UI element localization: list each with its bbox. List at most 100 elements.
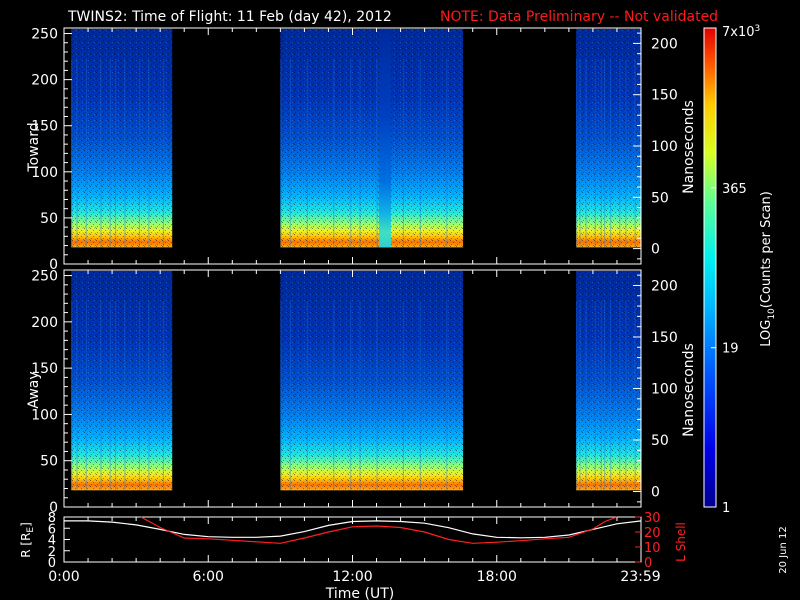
spectrogram-streak	[350, 58, 352, 248]
spectrogram-streak	[162, 58, 165, 248]
spectrogram-streak	[124, 300, 126, 491]
y-tick-label: 6	[48, 522, 56, 537]
y2-tick-label: 150	[651, 88, 678, 104]
x-tick-label: 12:00	[332, 569, 372, 585]
spectrogram-streak	[100, 300, 102, 491]
spectrogram-streak	[289, 300, 291, 491]
spectrogram-noise	[71, 28, 173, 248]
y2-tick-label: 150	[651, 330, 678, 346]
y-tick-label: 0	[48, 556, 56, 571]
spectrogram-noise	[576, 28, 641, 248]
spectrogram-streak	[619, 58, 621, 248]
spectrogram-streak	[600, 300, 602, 491]
spectrogram-streak	[280, 58, 282, 248]
y2-tick-label: 30	[644, 511, 661, 526]
spectrogram-streak	[359, 58, 361, 248]
y2-tick-label: 0	[651, 242, 660, 258]
spectrogram-streak	[280, 300, 282, 491]
x-tick-label: 0:00	[48, 569, 79, 585]
orbit-ylabel: R [RE]	[19, 522, 36, 558]
spectrogram-streak	[85, 58, 87, 248]
away-ylabel: Away	[26, 371, 42, 408]
data-note: NOTE: Data Preliminary -- Not validated	[440, 9, 718, 25]
spectrogram-streak	[114, 58, 117, 248]
y2-tick-label: 200	[651, 278, 678, 294]
y2-tick-label: 0	[651, 485, 660, 501]
spectrogram-streak	[85, 300, 87, 491]
toward-ylabel: Toward	[26, 122, 42, 172]
colorbar-tick-label: 7x103	[722, 24, 760, 40]
y-tick-label: 100	[31, 407, 58, 423]
l-shell-line	[140, 516, 618, 544]
colorbar: 1 19 365 7x103	[703, 24, 760, 516]
orbit-y2label: L Shell	[674, 522, 688, 562]
spectrogram-streak	[100, 58, 102, 248]
spectrogram-streak	[419, 300, 421, 491]
spectrogram-streak	[625, 300, 627, 491]
y-tick-label: 50	[40, 211, 58, 227]
spectrogram-streak	[619, 300, 621, 491]
y-tick-label: 200	[31, 73, 58, 89]
spectrogram-streak	[376, 300, 378, 491]
y2-tick-label: 10	[644, 541, 661, 556]
y-tick-label: 150	[31, 119, 58, 135]
spectrogram-streak	[609, 300, 612, 491]
low-count-region	[378, 28, 391, 248]
spectrogram-noise	[576, 270, 641, 491]
spectrogram-noise	[71, 270, 173, 491]
colorbar-tick-label: 19	[722, 342, 739, 357]
x-tick-label: 6:00	[193, 569, 224, 585]
x-axis-label: Time (UT)	[325, 586, 394, 600]
spectrogram-streak	[124, 58, 126, 248]
colorbar-tick-label: 1	[722, 501, 730, 516]
spectrogram-streak	[138, 58, 141, 248]
spectrogram-streak	[162, 300, 165, 491]
spectrogram-streak	[71, 58, 73, 248]
y-tick-label: 0	[49, 257, 58, 273]
spectrogram-streak	[603, 300, 606, 491]
spectrogram-streak	[333, 58, 335, 248]
y-tick-label: 50	[40, 454, 58, 470]
y-tick-label: 200	[31, 315, 58, 331]
y-tick-label: 2	[48, 545, 56, 560]
spectrogram-streak	[446, 300, 448, 491]
colorbar-gradient	[704, 28, 716, 507]
colorbar-frame	[703, 27, 717, 508]
x-tick-label: 23:59	[620, 569, 660, 585]
colorbar-tick-label: 365	[722, 182, 747, 197]
spectrogram-streak	[402, 58, 405, 248]
spectrogram-streak	[594, 58, 596, 248]
away-y2label: Nanoseconds	[681, 343, 697, 437]
spectrogram-noise	[280, 270, 464, 491]
spectrogram-streak	[76, 58, 78, 248]
spectrogram-streak	[114, 300, 117, 491]
figure-title: TWINS2: Time of Flight: 11 Feb (day 42),…	[67, 9, 392, 25]
y-tick-label: 150	[31, 361, 58, 377]
y2-tick-label: 50	[651, 190, 669, 206]
spectrogram-streak	[579, 58, 581, 248]
spectrogram-streak	[306, 300, 308, 491]
y2-tick-label: 200	[651, 36, 678, 52]
spectrogram-streak	[71, 300, 73, 491]
spectrogram-streak	[109, 300, 111, 491]
y2-tick-label: 100	[651, 382, 678, 398]
spectrogram-streak	[76, 300, 78, 491]
spectrogram-streak	[579, 300, 581, 491]
date-stamp: 20 Jun 12	[778, 526, 789, 573]
spectrogram-streak	[148, 58, 150, 248]
y2-tick-label: 50	[651, 433, 669, 449]
y-tick-label: 100	[31, 165, 58, 181]
colorbar-label: LOG10(Counts per Scan)	[759, 191, 777, 347]
spectrogram-streak	[603, 58, 606, 248]
spectrogram-streak	[306, 58, 308, 248]
y-tick-label: 4	[48, 534, 56, 549]
spectrogram-streak	[402, 300, 405, 491]
spectrogram-streak	[109, 58, 111, 248]
spectrogram-streak	[576, 300, 578, 491]
spectrogram-streak	[359, 300, 361, 491]
y2-tick-label: 20	[644, 526, 661, 541]
spectrogram-noise	[280, 28, 464, 248]
spectrogram-streak	[585, 300, 587, 491]
